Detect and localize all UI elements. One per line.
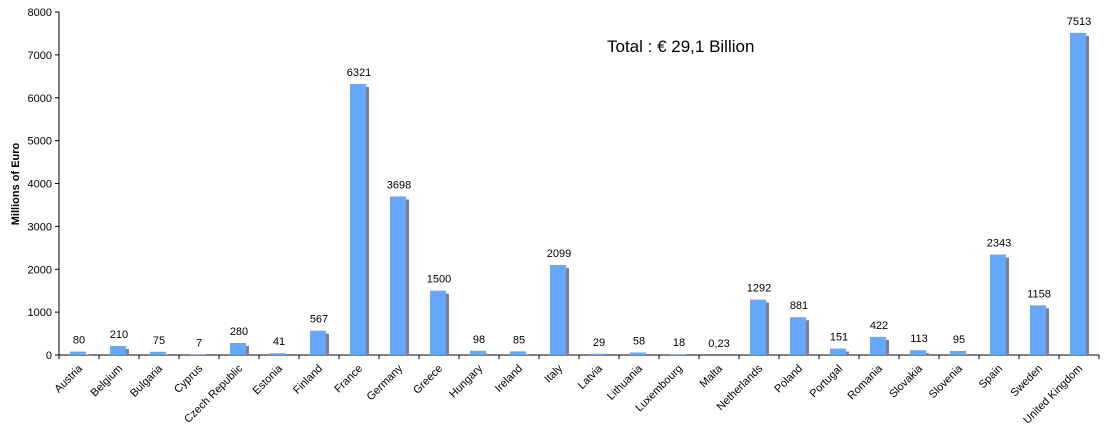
bar: [630, 352, 646, 355]
data-label: 85: [513, 334, 525, 346]
data-labels: 80 210 75 7 280 41 567 6321 3698 1500 98 85 2099 29 58…: [73, 16, 1091, 350]
category-label: Poland: [772, 363, 805, 396]
data-label: 3698: [387, 179, 411, 191]
data-label: 422: [870, 320, 888, 332]
data-label: 1292: [747, 283, 771, 295]
data-label: 1500: [427, 274, 451, 286]
category-label: Romania: [846, 362, 886, 402]
data-label: 75: [153, 335, 165, 347]
data-label: 113: [910, 333, 928, 345]
data-label: 29: [593, 337, 605, 349]
category-label: Latvia: [576, 362, 606, 392]
y-axis-title: Millions of Euro: [10, 142, 22, 225]
y-tick-label: 6000: [28, 93, 52, 105]
total-annotation: Total : € 29,1 Billion: [607, 37, 754, 56]
bar: [270, 353, 286, 355]
bar: [950, 350, 966, 355]
data-label: 1158: [1027, 288, 1051, 300]
data-label: 95: [953, 334, 965, 346]
bar: [310, 330, 326, 355]
bar: [990, 254, 1006, 355]
category-label: France: [332, 363, 365, 396]
category-label: Austria: [52, 362, 85, 395]
bar: [350, 83, 366, 355]
category-label: Spain: [977, 363, 1005, 391]
bar: [590, 353, 606, 355]
data-label: 58: [633, 336, 645, 348]
bars: [70, 32, 1089, 355]
category-label: Bulgaria: [128, 362, 166, 400]
bar: [1030, 305, 1046, 355]
y-tick-label: 2000: [28, 264, 52, 276]
data-label: 7513: [1067, 16, 1091, 28]
bar: [670, 354, 686, 355]
bar: [790, 317, 806, 355]
data-label: 280: [230, 326, 248, 338]
bar: [110, 345, 126, 355]
bar: [430, 290, 446, 355]
y-axis: 0 1000 2000 3000 4000 5000 6000 7000 8000: [28, 7, 60, 362]
category-label: Finland: [291, 363, 325, 397]
category-label: Estonia: [251, 362, 286, 397]
category-label: Slovakia: [887, 362, 926, 401]
bar: [510, 351, 526, 355]
category-label: Belgium: [89, 363, 126, 400]
x-axis: [58, 354, 1100, 359]
y-tick-label: 3000: [28, 221, 52, 233]
bar: [910, 350, 926, 355]
bar: [230, 342, 246, 355]
data-label: 881: [790, 300, 808, 312]
bar: [470, 350, 486, 355]
bar: [550, 265, 566, 355]
data-label: 151: [830, 332, 848, 344]
category-label: Greece: [411, 363, 445, 397]
data-label: 2099: [547, 248, 571, 260]
bar: [150, 351, 166, 355]
data-label: 7: [196, 338, 202, 350]
y-tick-label: 4000: [28, 179, 52, 191]
data-label: 98: [473, 334, 485, 346]
bar: [1070, 32, 1086, 355]
data-label: 0,23: [708, 338, 729, 350]
category-label: Lithuania: [605, 362, 646, 403]
category-label: Malta: [698, 362, 726, 390]
category-label: Germany: [365, 362, 406, 403]
data-label: 2343: [987, 238, 1011, 250]
y-tick-label: 8000: [28, 7, 52, 19]
data-label: 210: [110, 329, 128, 341]
category-label: Slovenia: [927, 362, 966, 401]
category-label: Cyprus: [172, 362, 205, 395]
category-label: Sweden: [1009, 363, 1046, 400]
category-label: Portugal: [808, 363, 845, 400]
data-label: 18: [673, 337, 685, 349]
category-label: Ireland: [493, 363, 525, 395]
category-label: Italy: [542, 362, 565, 385]
bar: [870, 336, 886, 355]
data-label: 567: [310, 314, 328, 326]
y-tick-label: 1000: [28, 307, 52, 319]
bar: [830, 348, 846, 355]
y-tick-label: 0: [46, 350, 52, 362]
bar: [750, 299, 766, 355]
data-label: 6321: [347, 67, 371, 79]
data-label: 80: [73, 335, 85, 347]
y-tick-label: 5000: [28, 136, 52, 148]
bar: [70, 351, 86, 355]
bar: [390, 196, 406, 355]
data-label: 41: [273, 336, 285, 348]
y-tick-label: 7000: [28, 50, 52, 62]
category-label: Hungary: [447, 362, 485, 400]
